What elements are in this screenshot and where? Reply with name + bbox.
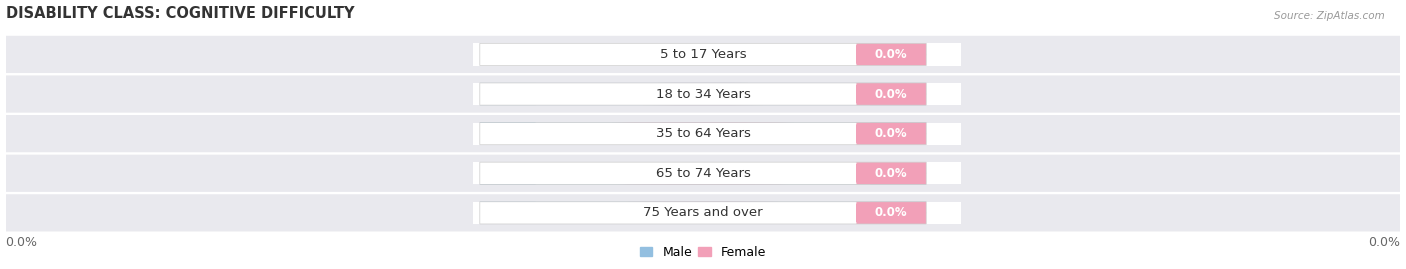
Bar xyxy=(550,162,962,184)
FancyBboxPatch shape xyxy=(0,75,1406,113)
Text: 18 to 34 Years: 18 to 34 Years xyxy=(655,87,751,101)
FancyBboxPatch shape xyxy=(0,36,1406,73)
Text: 0.0%: 0.0% xyxy=(875,127,908,140)
FancyBboxPatch shape xyxy=(479,83,927,105)
Text: DISABILITY CLASS: COGNITIVE DIFFICULTY: DISABILITY CLASS: COGNITIVE DIFFICULTY xyxy=(6,6,354,20)
Bar xyxy=(472,83,856,105)
FancyBboxPatch shape xyxy=(479,43,927,66)
Text: 0.0%: 0.0% xyxy=(498,167,531,180)
Text: 0.0%: 0.0% xyxy=(498,206,531,220)
Text: 65 to 74 Years: 65 to 74 Years xyxy=(655,167,751,180)
FancyBboxPatch shape xyxy=(536,202,870,224)
Bar xyxy=(550,83,962,105)
FancyBboxPatch shape xyxy=(536,123,870,145)
FancyBboxPatch shape xyxy=(0,194,1406,232)
FancyBboxPatch shape xyxy=(856,123,927,145)
Bar xyxy=(472,122,856,145)
FancyBboxPatch shape xyxy=(536,162,870,184)
FancyBboxPatch shape xyxy=(479,123,927,145)
FancyBboxPatch shape xyxy=(479,83,927,105)
FancyBboxPatch shape xyxy=(479,83,927,105)
FancyBboxPatch shape xyxy=(536,83,870,105)
FancyBboxPatch shape xyxy=(0,155,1406,192)
FancyBboxPatch shape xyxy=(479,123,927,145)
Legend: Male, Female: Male, Female xyxy=(636,241,770,264)
Bar xyxy=(550,43,962,66)
Text: 75 Years and over: 75 Years and over xyxy=(643,206,763,220)
FancyBboxPatch shape xyxy=(479,43,927,66)
FancyBboxPatch shape xyxy=(856,162,927,184)
Text: 0.0%: 0.0% xyxy=(875,206,908,220)
Text: 0.0%: 0.0% xyxy=(875,48,908,61)
Bar xyxy=(472,202,856,224)
FancyBboxPatch shape xyxy=(479,202,927,224)
Text: 0.0%: 0.0% xyxy=(498,48,531,61)
Text: 0.0%: 0.0% xyxy=(6,236,38,249)
FancyBboxPatch shape xyxy=(479,202,927,224)
Text: 0.0%: 0.0% xyxy=(875,167,908,180)
FancyBboxPatch shape xyxy=(536,43,870,66)
FancyBboxPatch shape xyxy=(0,115,1406,152)
FancyBboxPatch shape xyxy=(479,43,927,66)
FancyBboxPatch shape xyxy=(479,202,927,224)
Bar xyxy=(472,162,856,184)
FancyBboxPatch shape xyxy=(479,162,927,184)
Text: 0.0%: 0.0% xyxy=(875,87,908,101)
FancyBboxPatch shape xyxy=(479,162,927,184)
FancyBboxPatch shape xyxy=(479,162,927,184)
Text: Source: ZipAtlas.com: Source: ZipAtlas.com xyxy=(1274,11,1385,21)
FancyBboxPatch shape xyxy=(856,43,927,66)
Text: 0.0%: 0.0% xyxy=(498,127,531,140)
Bar xyxy=(550,122,962,145)
Bar xyxy=(550,202,962,224)
Text: 0.0%: 0.0% xyxy=(498,87,531,101)
FancyBboxPatch shape xyxy=(856,202,927,224)
Text: 5 to 17 Years: 5 to 17 Years xyxy=(659,48,747,61)
FancyBboxPatch shape xyxy=(479,123,927,145)
Text: 35 to 64 Years: 35 to 64 Years xyxy=(655,127,751,140)
Text: 0.0%: 0.0% xyxy=(1368,236,1400,249)
FancyBboxPatch shape xyxy=(856,83,927,105)
Bar xyxy=(472,43,856,66)
